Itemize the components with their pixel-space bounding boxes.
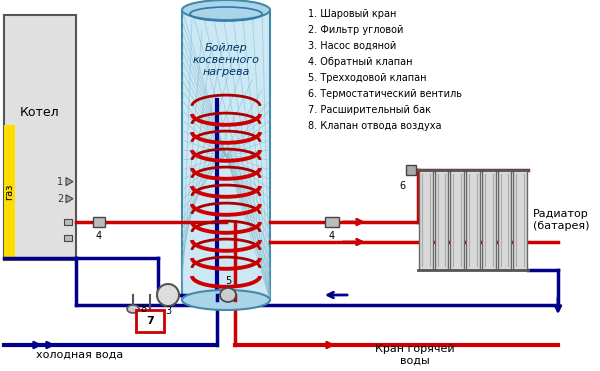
- Text: Бойлер
косвенного
нагрева: Бойлер косвенного нагрева: [193, 43, 259, 76]
- Text: 6. Термостатический вентиль: 6. Термостатический вентиль: [308, 89, 462, 99]
- Ellipse shape: [182, 0, 270, 20]
- Ellipse shape: [182, 290, 270, 310]
- Text: 4. Обратный клапан: 4. Обратный клапан: [308, 57, 413, 67]
- Bar: [182, 10, 270, 300]
- Text: Радиатор
(батарея): Радиатор (батарея): [533, 209, 589, 231]
- Text: холодная вода: холодная вода: [37, 350, 124, 360]
- Text: газ: газ: [4, 183, 14, 200]
- Text: 3. Насос водяной: 3. Насос водяной: [308, 41, 396, 51]
- Text: 5: 5: [225, 276, 231, 286]
- Bar: [451, 170, 464, 270]
- Bar: [497, 170, 511, 270]
- Text: Котел: Котел: [20, 106, 60, 119]
- Bar: [435, 170, 448, 270]
- Text: 4: 4: [96, 231, 102, 241]
- Text: 7. Расширительный бак: 7. Расширительный бак: [308, 105, 431, 115]
- Bar: [513, 170, 527, 270]
- Text: 1. Шаровый кран: 1. Шаровый кран: [308, 9, 397, 19]
- Bar: [482, 170, 496, 270]
- Ellipse shape: [220, 288, 236, 302]
- Circle shape: [157, 284, 179, 306]
- Text: 4: 4: [329, 231, 335, 241]
- Bar: [419, 170, 433, 270]
- Bar: [406, 165, 416, 175]
- Bar: [64, 219, 72, 225]
- Text: 1: 1: [57, 177, 63, 187]
- Text: 6: 6: [399, 181, 405, 191]
- Ellipse shape: [127, 305, 139, 313]
- Text: 2. Фильтр угловой: 2. Фильтр угловой: [308, 25, 403, 35]
- Bar: [325, 217, 339, 227]
- Text: 8. Клапан отвода воздуха: 8. Клапан отвода воздуха: [308, 121, 442, 131]
- Text: 2: 2: [57, 194, 63, 204]
- Polygon shape: [66, 195, 73, 203]
- Bar: [4, 15, 76, 260]
- Text: 8: 8: [140, 304, 146, 314]
- Bar: [136, 310, 164, 332]
- Bar: [93, 217, 105, 227]
- Text: Кран горячей
воды: Кран горячей воды: [375, 344, 455, 366]
- Text: 3: 3: [165, 306, 171, 316]
- Text: 7: 7: [146, 316, 154, 326]
- Bar: [64, 235, 72, 241]
- Bar: [4, 125, 15, 260]
- Polygon shape: [66, 178, 73, 186]
- Bar: [466, 170, 480, 270]
- Text: 5. Трехходовой клапан: 5. Трехходовой клапан: [308, 73, 427, 83]
